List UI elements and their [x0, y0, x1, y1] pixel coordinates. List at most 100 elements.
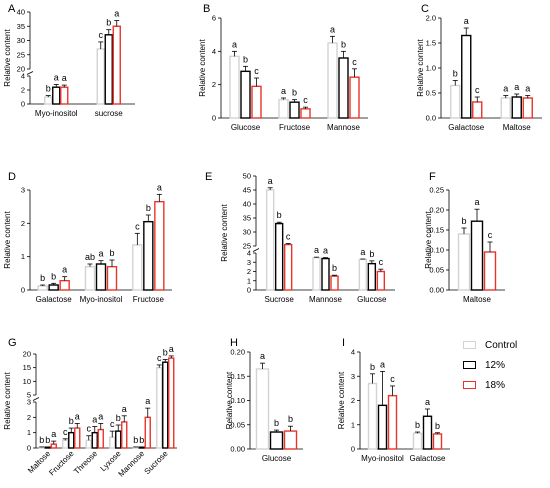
significance-letter: c [63, 427, 68, 437]
bar [112, 25, 121, 105]
bar [461, 34, 472, 119]
y-tick-label: 15 [23, 363, 31, 372]
legend-swatch-18 [463, 381, 476, 389]
significance-letter: b [292, 88, 297, 98]
legend-swatch-12 [463, 361, 476, 369]
panel-label: H [230, 337, 238, 349]
y-tick-label: 4 [351, 348, 355, 357]
significance-letter: b [341, 39, 346, 49]
x-tick-label: Mannose [327, 123, 360, 132]
x-tick-label: sucrose [95, 109, 124, 118]
bar [376, 270, 386, 291]
y-tick-label: 1 [21, 252, 25, 261]
x-tick-label: Mannose [117, 449, 147, 479]
y-axis-label: Relative content [337, 371, 346, 429]
y-tick-label: 2 [27, 413, 31, 422]
y-tick-label: 1.5 [426, 39, 436, 48]
y-tick-label: 0.25 [429, 186, 444, 195]
significance-letter: a [169, 344, 174, 354]
y-tick-label: 20 [17, 65, 25, 74]
x-tick-label: Maltose [463, 295, 492, 304]
bar [115, 430, 122, 449]
y-axis-label: Relative content [3, 29, 12, 87]
significance-letter: a [525, 84, 530, 94]
y-tick-label: 1.0 [426, 64, 436, 73]
bar [37, 285, 48, 291]
significance-letter: b [39, 435, 44, 445]
significance-letter: a [98, 411, 103, 421]
y-tick-label: 6 [212, 14, 216, 23]
bar [95, 263, 107, 291]
y-tick-label: 3 [21, 186, 25, 195]
bar [274, 222, 284, 291]
y-tick-label: 20 [23, 350, 31, 359]
bar [472, 101, 483, 119]
y-tick-label: 35 [17, 22, 25, 31]
legend-item-18: 18% [463, 375, 517, 395]
bar [367, 382, 378, 450]
significance-letter: b [415, 420, 420, 430]
bar [104, 34, 113, 105]
significance-letter: b [369, 249, 374, 259]
significance-letter: ab [85, 252, 95, 262]
bar [300, 108, 311, 119]
y-tick-label: 0 [27, 444, 31, 453]
bar [327, 42, 338, 119]
bar [74, 427, 81, 449]
x-tick-label: Maltose [503, 123, 532, 132]
bar [68, 431, 75, 449]
panel-label: B [203, 3, 210, 15]
y-tick-label: 1 [351, 420, 355, 429]
bar [138, 446, 145, 449]
significance-letter: c [475, 85, 480, 95]
bar [62, 439, 69, 449]
bar [106, 265, 118, 291]
significance-letter: b [69, 416, 74, 426]
x-tick-label: Mannose [309, 295, 342, 304]
significance-letter: a [62, 73, 67, 83]
panel-label: I [342, 337, 345, 349]
x-tick-label: Myo-inositol [361, 454, 404, 463]
legend-item-12: 12% [463, 355, 517, 375]
significance-letter: c [87, 424, 92, 434]
y-tick-label: 25 [243, 242, 251, 251]
significance-letter: c [157, 353, 162, 363]
panel-label: A [8, 3, 16, 15]
y-tick-label: 2 [351, 396, 355, 405]
bar [240, 70, 251, 119]
y-tick-label: 50 [243, 172, 251, 181]
significance-letter: c [303, 95, 308, 105]
bar [44, 446, 51, 449]
panel-h: H 0.00 0.05 0.10 0.15 0.20 Relative content a b b… [225, 337, 303, 463]
bar [283, 243, 293, 291]
x-tick-label: Myo-inositol [80, 295, 123, 304]
bar [38, 446, 45, 449]
significance-letter: a [157, 182, 162, 192]
bar [278, 98, 289, 119]
bar [144, 416, 151, 449]
bar [109, 436, 116, 449]
y-tick-label: 0 [212, 114, 216, 123]
significance-letter: a [503, 84, 508, 94]
y-tick-label: 0.00 [230, 445, 245, 454]
significance-letter: c [379, 257, 384, 267]
bar [321, 257, 330, 291]
significance-letter: a [323, 246, 328, 256]
significance-letter: a [425, 397, 430, 407]
y-tick-label: 0.10 [230, 396, 245, 405]
y-tick-label: 25 [17, 50, 25, 59]
legend-label-12: 12% [485, 359, 506, 371]
bar [312, 256, 321, 291]
bar [59, 279, 70, 291]
significance-letter: b [116, 413, 121, 423]
bar [97, 428, 104, 449]
bar [269, 431, 284, 450]
x-tick-label: Fructose [133, 295, 165, 304]
bar [483, 251, 497, 291]
bar [522, 97, 533, 119]
significance-letter: b [139, 435, 144, 445]
legend: Control 12% 18% [463, 335, 517, 395]
